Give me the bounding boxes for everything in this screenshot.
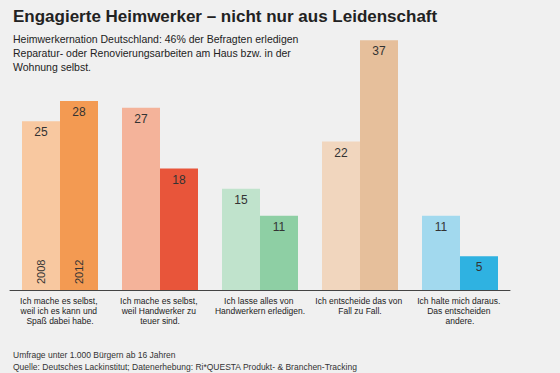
svg-text:Das entscheiden: Das entscheiden (427, 306, 493, 316)
svg-text:Reparatur- oder Renovierungsar: Reparatur- oder Renovierungsarbeiten am … (13, 47, 294, 59)
svg-text:2012: 2012 (73, 260, 85, 284)
svg-text:Engagierte Heimwerker – nicht: Engagierte Heimwerker – nicht nur aus Le… (13, 7, 438, 26)
svg-text:Fall zu Fall.: Fall zu Fall. (338, 306, 381, 316)
svg-text:Quelle: Deutsches Lackinstitut: Quelle: Deutsches Lackinstitut; Datenerh… (13, 362, 357, 372)
svg-text:weil Handwerker zu: weil Handwerker zu (121, 306, 199, 316)
svg-text:teuer sind.: teuer sind. (140, 316, 180, 326)
svg-text:andere.: andere. (446, 316, 475, 326)
svg-text:11: 11 (435, 220, 448, 234)
svg-text:25: 25 (34, 125, 48, 139)
svg-text:22: 22 (334, 146, 348, 160)
svg-text:Heimwerkernation Deutschland:: Heimwerkernation Deutschland: 46% der Be… (13, 33, 301, 45)
svg-text:5: 5 (476, 260, 483, 274)
svg-text:Wohnung selbst.: Wohnung selbst. (13, 61, 91, 73)
svg-text:Ich lasse alles von: Ich lasse alles von (224, 296, 296, 306)
svg-text:Ich mache es selbst,: Ich mache es selbst, (120, 296, 200, 306)
svg-text:2008: 2008 (35, 260, 47, 284)
svg-text:28: 28 (72, 105, 86, 119)
svg-text:Umfrage unter 1.000 Bürgern ab: Umfrage unter 1.000 Bürgern ab 16 Jahren (13, 350, 176, 360)
svg-text:18: 18 (172, 173, 186, 187)
svg-text:Spaß dabei habe.: Spaß dabei habe. (26, 316, 93, 326)
svg-text:11: 11 (273, 220, 286, 234)
svg-text:Ich halte mich daraus.: Ich halte mich daraus. (417, 296, 503, 306)
svg-text:37: 37 (372, 44, 386, 58)
svg-text:15: 15 (234, 193, 248, 207)
svg-text:weil ich es kann und: weil ich es kann und (20, 306, 100, 316)
svg-text:27: 27 (134, 112, 148, 126)
svg-text:Ich mache es selbst,: Ich mache es selbst, (20, 296, 100, 306)
svg-text:Handwerkern erledigen.: Handwerkern erledigen. (215, 306, 305, 316)
svg-text:Ich entscheide das von: Ich entscheide das von (315, 296, 404, 306)
